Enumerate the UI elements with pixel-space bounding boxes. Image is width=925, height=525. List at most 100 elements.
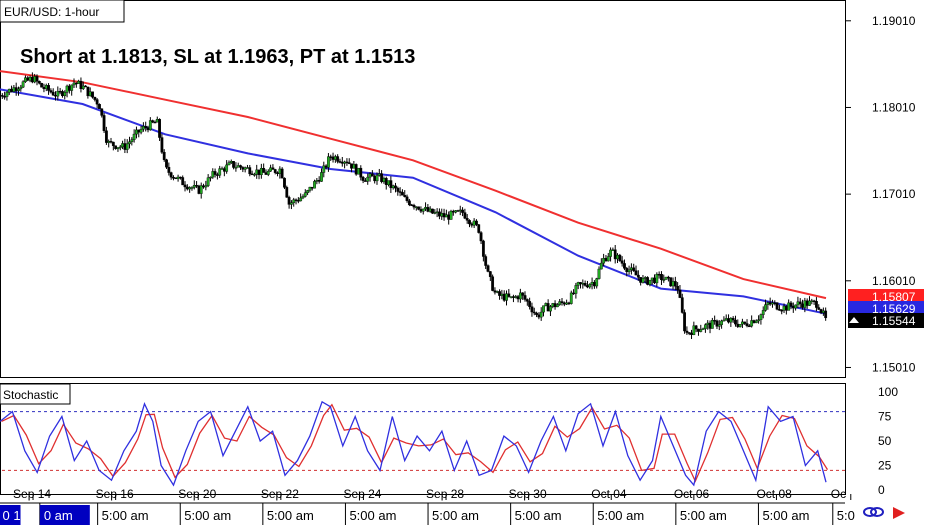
candle-body [717,324,721,327]
candle-body [623,263,626,269]
time-tick-label: 5:00 am [515,508,562,523]
candle-body [234,167,238,169]
candle-body [218,168,222,176]
candle-body [246,167,249,169]
candle-body [771,302,774,305]
candle-body [308,186,312,191]
candle-body [692,325,696,335]
candle-body [433,212,437,214]
candle-body [438,211,441,217]
date-tick-label: Sep 14 [13,487,51,501]
candle-body [176,176,180,179]
date-tick-label: Oct 06 [674,487,710,501]
candle-body [417,206,421,210]
candle-body [17,88,20,91]
candle-body [324,165,328,168]
candle-body [306,190,310,193]
stochastic-tick-label: 100 [878,385,898,399]
candle-body [507,293,511,297]
candle-body [412,205,416,208]
candle-body [84,85,87,88]
candle-body [734,319,737,325]
candle-body [290,202,293,205]
stochastic-label: Stochastic [3,388,58,402]
candle-body [259,168,263,176]
candle-body [315,180,319,182]
candle-body [107,141,111,143]
candle-body [65,85,69,93]
stochastic-panel: 100 75 50 25 0 Stochastic [0,383,898,497]
candle-body [449,210,453,220]
candle-body [340,161,344,164]
candle-body [666,276,670,279]
candle-body [690,332,693,335]
candle-body [595,278,599,287]
candle-body [114,145,118,149]
candle-body [803,300,807,308]
candle-body [40,83,44,88]
candle-body [514,296,518,298]
candle-body [299,197,303,202]
candle-body [137,129,141,133]
candle-body [158,119,161,138]
candle-body [410,204,414,207]
candle-body [225,164,229,172]
candle-body [599,262,603,270]
candle-body [169,172,173,178]
candle-body [185,186,189,190]
candle-body [174,177,178,179]
candle-body [493,290,497,293]
candle-body [812,300,816,302]
candle-body [139,128,143,133]
stochastic-tick-label: 25 [878,459,892,473]
candle-body [754,320,758,324]
candle-body [516,296,520,300]
candle-body [98,104,101,109]
candle-body [366,176,370,182]
candle-body [329,156,333,158]
candle-body [629,267,633,271]
candle-body [77,80,81,84]
price-tag-label: 1.15807 [872,290,916,304]
candle-body [426,207,430,212]
candle-body [683,312,686,332]
candle-body [333,156,337,160]
price-tick-label: 1.16010 [872,274,916,288]
candle-body [784,305,788,311]
candle-body [72,82,76,86]
candle-body [357,167,360,175]
candle-body [387,180,390,185]
stochastic-lines [0,400,829,487]
candle-body [255,169,259,175]
candle-body [178,176,182,179]
candle-body [148,120,152,131]
candle-body [704,324,707,329]
time-tick-label: 0 am [44,508,73,523]
candle-body [444,214,448,218]
candle-body [12,87,16,92]
candle-body [518,292,522,300]
candle-body [588,284,592,288]
candle-body [791,305,795,309]
arrow-right-icon[interactable] [893,507,905,519]
moving-average-line [0,88,827,315]
candle-body [525,299,529,302]
candle-body [47,85,50,91]
moving-average-lines [0,70,827,315]
candle-body [24,77,27,82]
candle-body [768,302,772,305]
candle-body [611,249,615,251]
candle-body [95,99,99,105]
price-tag-marker [849,317,859,323]
candle-body [241,167,245,170]
candle-body [442,213,446,218]
time-tick-label: 5:00 am [597,508,644,523]
time-selected-box[interactable] [39,505,90,525]
candle-body [606,256,610,262]
candle-body [685,330,689,333]
link-icon[interactable] [863,507,884,517]
candle-body [528,301,532,307]
candle-body [162,152,166,160]
candle-body [398,191,402,193]
time-selected-box[interactable] [0,505,21,525]
